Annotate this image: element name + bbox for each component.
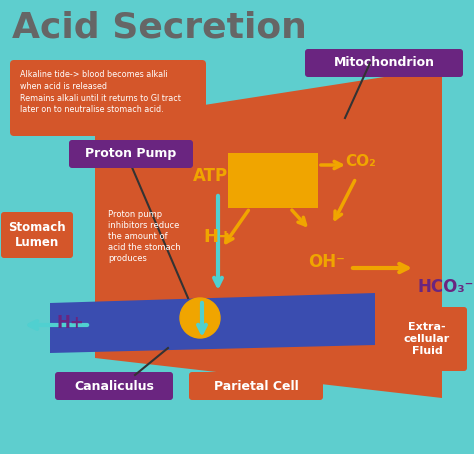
Text: Parietal Cell: Parietal Cell <box>214 380 298 393</box>
FancyBboxPatch shape <box>55 372 173 400</box>
Polygon shape <box>50 293 375 353</box>
FancyBboxPatch shape <box>228 153 318 208</box>
FancyBboxPatch shape <box>387 307 467 371</box>
Text: OH⁻: OH⁻ <box>308 253 345 271</box>
FancyBboxPatch shape <box>1 212 73 258</box>
Text: HCO₃⁻: HCO₃⁻ <box>418 278 474 296</box>
Text: Proton Pump: Proton Pump <box>85 148 177 161</box>
Text: Canaliculus: Canaliculus <box>74 380 154 393</box>
Text: H+: H+ <box>57 314 85 332</box>
FancyBboxPatch shape <box>189 372 323 400</box>
Text: ATP: ATP <box>192 167 228 185</box>
Circle shape <box>180 298 220 338</box>
Text: H+: H+ <box>203 228 233 246</box>
Text: Alkaline tide-> blood becomes alkali
when acid is released
Remains alkali until : Alkaline tide-> blood becomes alkali whe… <box>20 70 181 114</box>
Text: Acid Secretion: Acid Secretion <box>12 10 307 44</box>
Text: Stomach
Lumen: Stomach Lumen <box>8 221 66 249</box>
FancyBboxPatch shape <box>69 140 193 168</box>
FancyBboxPatch shape <box>305 49 463 77</box>
Text: Mitochondrion: Mitochondrion <box>334 56 435 69</box>
FancyBboxPatch shape <box>10 60 206 136</box>
Polygon shape <box>95 68 442 398</box>
Text: CO₂: CO₂ <box>345 154 376 169</box>
Text: Extra-
cellular
Fluid: Extra- cellular Fluid <box>404 322 450 355</box>
Text: Proton pump
inhibitors reduce
the amount of
acid the stomach
produces: Proton pump inhibitors reduce the amount… <box>108 210 181 263</box>
